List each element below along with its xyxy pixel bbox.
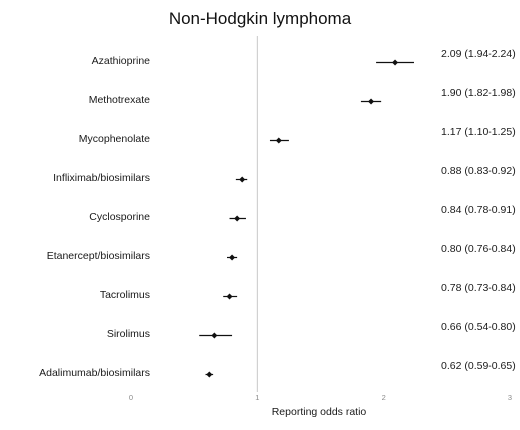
row-estimate-text: 0.80 (0.76-0.84) xyxy=(441,243,516,255)
row-label: Cyclosporine xyxy=(89,211,150,223)
point-estimate xyxy=(206,371,213,378)
row-label: Infliximab/biosimilars xyxy=(53,172,150,184)
row-label: Azathioprine xyxy=(92,55,151,67)
point-estimate xyxy=(275,137,282,144)
row-label: Sirolimus xyxy=(107,328,150,340)
row-label: Mycophenolate xyxy=(79,133,150,145)
row-estimate-text: 1.17 (1.10-1.25) xyxy=(441,126,516,138)
point-estimate xyxy=(234,215,241,222)
row-label: Etanercept/biosimilars xyxy=(47,250,150,262)
point-estimate xyxy=(368,98,375,105)
row-estimate-text: 0.66 (0.54-0.80) xyxy=(441,321,516,333)
x-tick-label: 0 xyxy=(129,393,133,402)
chart-title: Non-Hodgkin lymphoma xyxy=(169,9,352,28)
point-estimate xyxy=(229,254,236,261)
x-tick-label: 3 xyxy=(508,393,512,402)
row-estimate-text: 0.88 (0.83-0.92) xyxy=(441,165,516,177)
point-estimate xyxy=(226,293,233,300)
point-estimate xyxy=(211,332,218,339)
row-label: Methotrexate xyxy=(89,94,150,106)
x-tick-label: 2 xyxy=(382,393,386,402)
row-label: Adalimumab/biosimilars xyxy=(39,367,150,379)
x-axis-ticks: 0 1 2 3 xyxy=(129,393,512,402)
x-axis-label: Reporting odds ratio xyxy=(272,406,367,418)
x-tick-label: 1 xyxy=(255,393,259,402)
rows-layer: Azathioprine 2.09 (1.94-2.24) Methotrexate… xyxy=(39,48,516,379)
row-label: Tacrolimus xyxy=(100,289,150,301)
row-estimate-text: 2.09 (1.94-2.24) xyxy=(441,48,516,60)
row-estimate-text: 1.90 (1.82-1.98) xyxy=(441,87,516,99)
point-estimate xyxy=(392,59,399,66)
row-estimate-text: 0.62 (0.59-0.65) xyxy=(441,360,516,372)
row-estimate-text: 0.78 (0.73-0.84) xyxy=(441,282,516,294)
row-estimate-text: 0.84 (0.78-0.91) xyxy=(441,204,516,216)
point-estimate xyxy=(239,176,246,183)
